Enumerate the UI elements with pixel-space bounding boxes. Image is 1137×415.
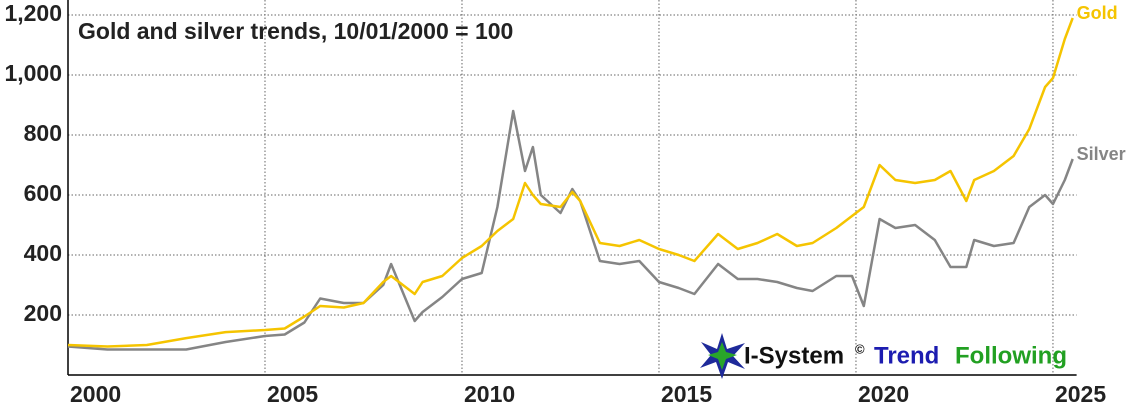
plot: 200 400 600 800 1,000 1,200 2000 2005 2010 2015 20… xyxy=(4,0,1126,407)
chart-title: Gold and silver trends, 10/01/2000 = 100 xyxy=(78,18,513,44)
logo: I-System © Trend Following xyxy=(700,333,1067,379)
y-tick-label: 200 xyxy=(24,300,62,326)
x-tick-label: 2010 xyxy=(464,381,515,407)
logo-word: Trend xyxy=(874,342,939,369)
x-tick-label: 2005 xyxy=(267,381,318,407)
y-tick-label: 400 xyxy=(24,240,62,266)
x-tick-label: 2000 xyxy=(70,381,121,407)
logo-mark: © xyxy=(855,341,865,356)
series-label: Silver xyxy=(1077,144,1126,164)
x-tick-label: 2025 xyxy=(1055,381,1106,407)
series-label: Gold xyxy=(1077,3,1118,23)
y-tick-label: 1,200 xyxy=(4,0,62,26)
series-line xyxy=(67,109,1074,351)
logo-star-inner xyxy=(708,342,737,370)
x-tick-label: 2020 xyxy=(858,381,909,407)
y-tick-label: 1,000 xyxy=(4,60,62,86)
x-tick-label: 2015 xyxy=(661,381,712,407)
logo-word: Following xyxy=(955,342,1067,369)
y-tick-label: 600 xyxy=(24,180,62,206)
logo-name: I-System xyxy=(744,342,844,369)
series-line xyxy=(67,17,1074,348)
y-tick-label: 800 xyxy=(24,120,62,146)
